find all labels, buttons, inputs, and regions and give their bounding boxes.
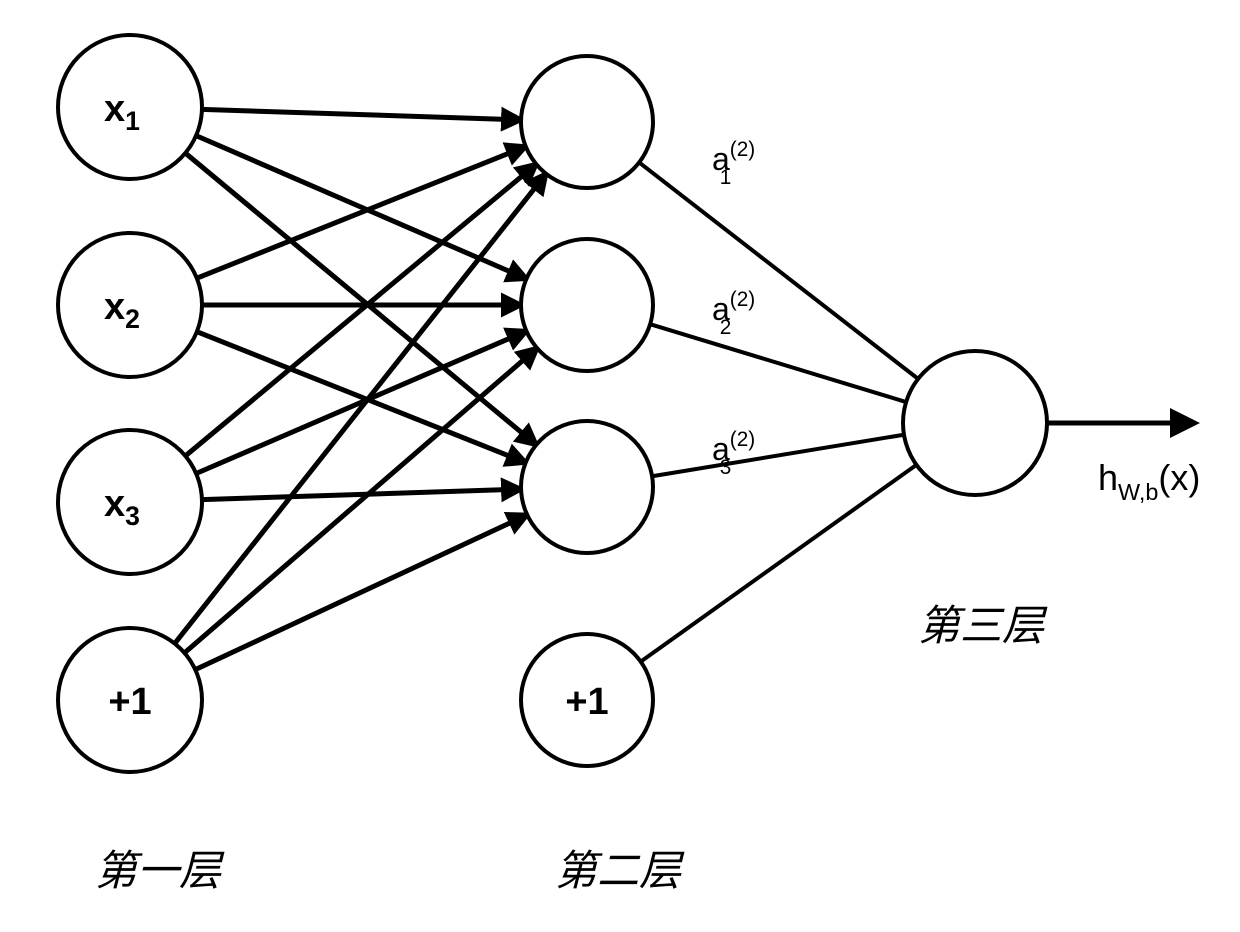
output-label: hW,b(x) (1098, 457, 1200, 505)
layer1-label: 第一层 (95, 849, 225, 895)
edge-h2-out (650, 324, 906, 402)
layer2-nodes: +1 (521, 56, 653, 766)
node-out (903, 351, 1047, 495)
neural-network-diagram: x1x2x3+1 +1 a(2)1a(2)2a(2)3 hW,b(x) 第一层 … (0, 0, 1240, 932)
edge-b1-h3 (195, 515, 527, 670)
node-b2: +1 (521, 634, 653, 766)
edge-labels: a(2)1 a(2)2 a(2)3 (712, 138, 755, 479)
edge-label-h1: a(2)1 (712, 138, 755, 189)
node-h3 (521, 421, 653, 553)
edge-label-h3: a(2)3 (712, 428, 755, 479)
layer3-label: 第三层 (918, 604, 1048, 650)
node-x1: x1 (58, 35, 202, 179)
edge-h1-out (639, 162, 918, 378)
node-b1: +1 (58, 628, 202, 772)
edges-layer2-layer3 (639, 162, 918, 661)
edge-x1-h1 (202, 109, 521, 119)
edges-layer1-layer2 (175, 109, 546, 669)
node-h2 (521, 239, 653, 371)
node-x3: x3 (58, 430, 202, 574)
svg-text:+1: +1 (565, 681, 608, 723)
edge-label-h2: a(2)2 (712, 288, 755, 339)
edge-h3-out (652, 435, 904, 477)
layer3-nodes (903, 351, 1047, 495)
layer2-label: 第二层 (555, 849, 685, 895)
node-h1 (521, 56, 653, 188)
svg-text:+1: +1 (108, 681, 151, 723)
diagram-svg: x1x2x3+1 +1 a(2)1a(2)2a(2)3 hW,b(x) 第一层 … (0, 0, 1240, 932)
layer1-nodes: x1 x2 x3 +1 (58, 35, 202, 772)
edge-b2-out (641, 465, 917, 662)
node-x2: x2 (58, 233, 202, 377)
